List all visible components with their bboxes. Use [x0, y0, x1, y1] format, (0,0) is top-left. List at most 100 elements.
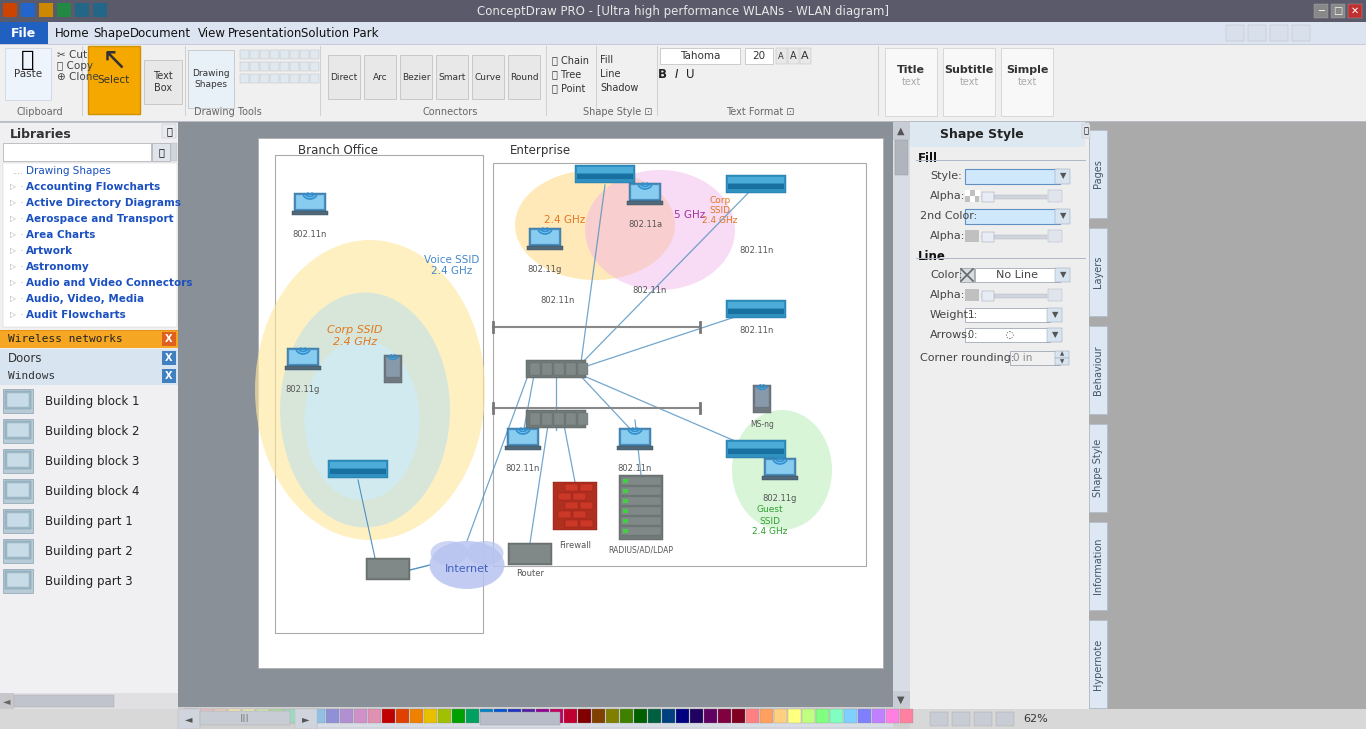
Bar [0, 0, 1366, 22]
Text: Smart: Smart [438, 72, 466, 82]
Bar [366, 558, 410, 580]
Text: Clipboard: Clipboard [16, 107, 63, 117]
Text: 20: 20 [753, 51, 765, 61]
Bar [557, 511, 571, 518]
Bar [255, 709, 269, 723]
Bar [14, 695, 113, 707]
Bar [7, 423, 29, 437]
Bar [762, 476, 798, 480]
Bar [280, 62, 290, 71]
Bar [0, 349, 178, 367]
Bar [982, 195, 1046, 199]
Bar [530, 413, 540, 425]
Bar [0, 121, 1366, 122]
Bar [367, 560, 408, 578]
Bar [296, 195, 324, 209]
Text: ·: · [20, 262, 23, 272]
Bar [318, 711, 893, 727]
Bar [5, 391, 31, 409]
Bar [676, 709, 688, 723]
Bar [526, 410, 586, 428]
Bar [982, 235, 1046, 239]
Text: Audio and Video Connectors: Audio and Video Connectors [26, 278, 193, 288]
Bar [1048, 230, 1061, 242]
Bar [184, 709, 198, 723]
Bar [240, 50, 249, 59]
Bar [885, 48, 937, 116]
Bar [623, 509, 628, 513]
Bar [3, 3, 16, 17]
Bar [578, 363, 587, 375]
Text: Hypernote: Hypernote [1093, 639, 1102, 690]
Text: ·: · [20, 214, 23, 224]
Bar [930, 712, 948, 726]
Text: ▼: ▼ [1060, 359, 1064, 364]
Text: Home: Home [55, 26, 89, 39]
Bar [564, 709, 576, 723]
Bar [0, 22, 1366, 44]
Text: I: I [675, 68, 678, 80]
Bar [964, 190, 979, 202]
Bar [178, 709, 199, 729]
Text: Accounting Flowcharts: Accounting Flowcharts [26, 182, 160, 192]
Bar [622, 527, 661, 535]
Bar [576, 174, 632, 179]
Text: RADIUS/AD/LDAP: RADIUS/AD/LDAP [608, 545, 673, 555]
Text: Subtitle: Subtitle [944, 65, 993, 75]
Text: Guest: Guest [757, 505, 783, 515]
Bar [3, 389, 33, 413]
Bar [1227, 25, 1244, 41]
Bar [996, 712, 1014, 726]
Bar [7, 483, 29, 497]
Text: Astronomy: Astronomy [26, 262, 90, 272]
Bar [690, 709, 703, 723]
Bar [566, 363, 576, 375]
Bar [0, 693, 14, 709]
Text: ✕: ✕ [1351, 6, 1359, 16]
Text: ◄: ◄ [3, 696, 11, 706]
Bar [0, 44, 1366, 45]
Bar [746, 709, 759, 723]
Bar [0, 122, 178, 709]
Bar [802, 709, 816, 723]
Bar [759, 709, 773, 723]
Text: 2.4 GHz: 2.4 GHz [753, 528, 788, 537]
Text: ▲: ▲ [897, 126, 904, 136]
Text: Shape Style: Shape Style [1093, 439, 1102, 497]
Bar [3, 539, 33, 563]
Ellipse shape [429, 541, 504, 589]
Bar [285, 366, 321, 370]
Text: Solution Park: Solution Park [302, 26, 378, 39]
Bar [260, 74, 269, 83]
Text: SSID: SSID [709, 206, 731, 214]
Bar [3, 479, 33, 503]
Bar [858, 709, 872, 723]
Bar [290, 62, 299, 71]
Bar [1348, 4, 1362, 18]
Text: ▷: ▷ [10, 198, 16, 208]
Bar [816, 709, 829, 723]
Bar [280, 74, 290, 83]
Text: File: File [11, 26, 37, 39]
Bar [623, 479, 628, 483]
Bar [20, 3, 36, 17]
Text: ·: · [20, 278, 23, 288]
Text: Curve: Curve [474, 72, 501, 82]
Bar [975, 268, 1060, 282]
Text: ▷: ▷ [10, 182, 16, 192]
Bar [1001, 48, 1053, 116]
Text: 📌: 📌 [1083, 127, 1089, 136]
Bar [508, 543, 552, 565]
Bar [363, 55, 396, 99]
Text: Line: Line [918, 249, 945, 262]
Bar [508, 55, 540, 99]
Text: B: B [657, 68, 667, 80]
Bar [163, 351, 176, 365]
Bar [893, 122, 910, 140]
Text: 📋: 📋 [22, 50, 34, 70]
Bar [466, 709, 479, 723]
Ellipse shape [430, 541, 467, 565]
Bar [964, 230, 979, 242]
Bar [57, 3, 71, 17]
Text: Bezier: Bezier [402, 72, 430, 82]
